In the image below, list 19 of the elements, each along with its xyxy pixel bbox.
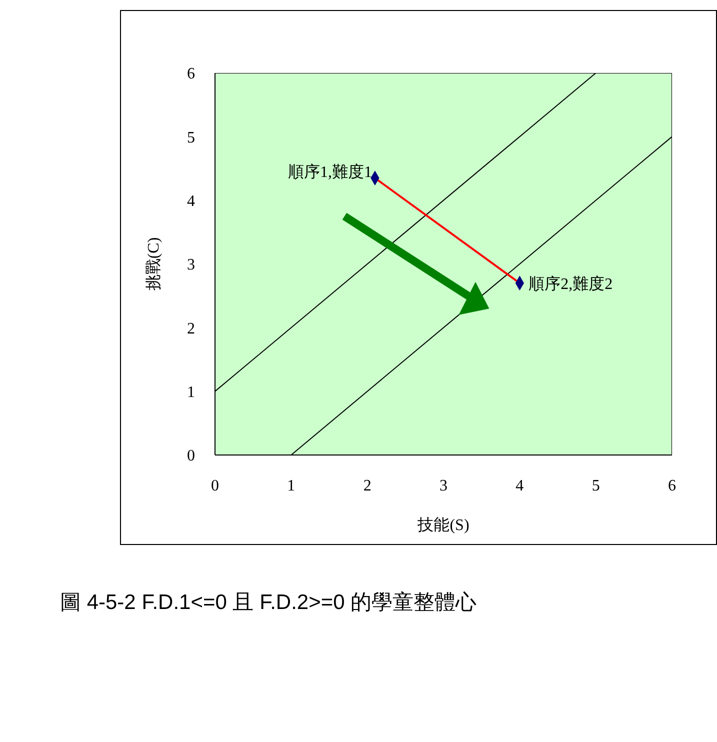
y-axis-title: 挑戰(C) [146, 237, 163, 291]
y-tick-label: 5 [187, 129, 195, 146]
y-tick-label: 1 [187, 384, 195, 402]
x-tick-label: 5 [592, 477, 600, 494]
annotation: 順序1,難度1 [288, 163, 372, 182]
caption: 圖 4-5-2 F.D.1<=0 且 F.D.2>=0 的學童整體心 [60, 590, 477, 616]
y-tick-label: 0 [187, 448, 195, 465]
y-tick-label: 3 [187, 256, 195, 274]
x-tick-label: 4 [516, 477, 524, 494]
y-tick-label: 4 [187, 193, 195, 210]
x-tick-label: 2 [363, 477, 372, 494]
y-tick-label: 2 [187, 320, 195, 338]
x-tick-label: 0 [211, 477, 219, 494]
x-tick-label: 1 [287, 477, 296, 494]
x-tick-label: 3 [440, 477, 448, 494]
annotation: 順序2,難度2 [528, 274, 613, 293]
x-axis-title: 技能(S) [416, 516, 470, 534]
x-tick-label: 6 [668, 477, 676, 494]
y-tick-label: 6 [187, 66, 195, 83]
